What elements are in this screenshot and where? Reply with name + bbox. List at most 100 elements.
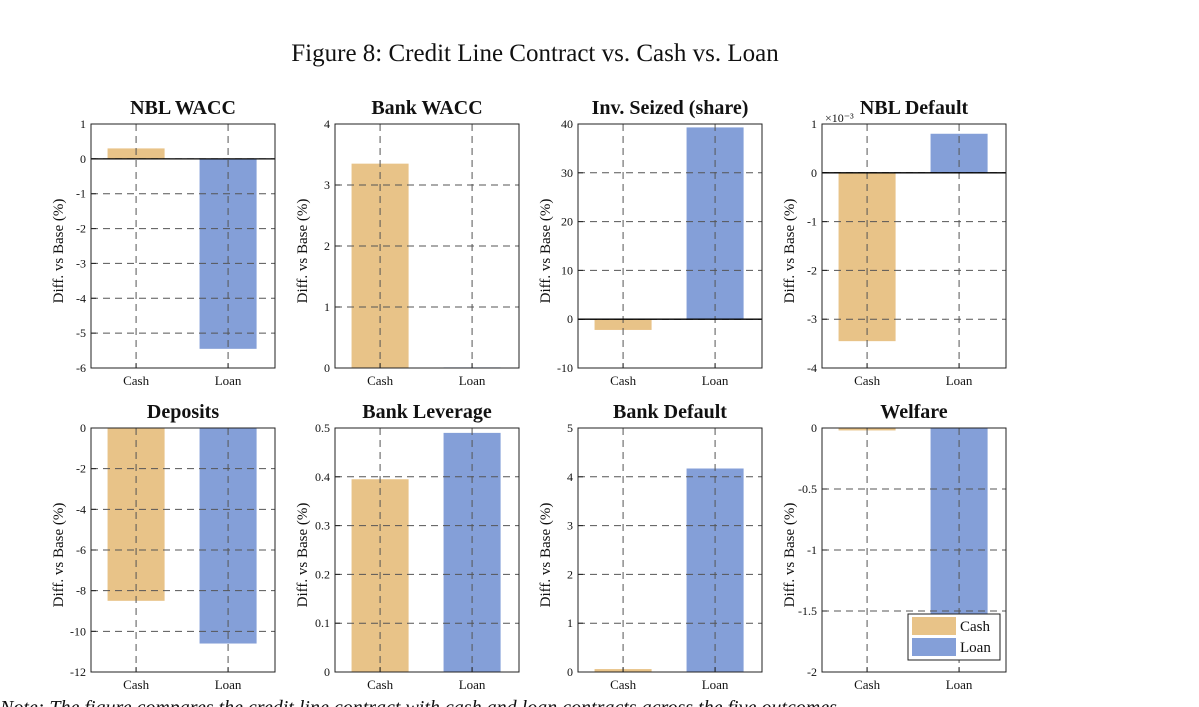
y-tick-label: 0 <box>324 665 330 679</box>
y-tick-label: 4 <box>324 117 330 131</box>
x-tick-label: Cash <box>123 373 150 388</box>
chart-panel-2: Bank WACC 0 1 2 3 4 Cash Loan Diff. vs Base (%) <box>295 97 520 388</box>
figure-title: Figure 8: Credit Line Contract vs. Cash … <box>291 40 779 67</box>
bar-loan <box>930 428 988 615</box>
chart-panel-1: NBL WACC 1 0 -1 -2 -3 -4 -5 -6 Cash Loan Diff. vs B… <box>51 97 276 388</box>
x-tick-label: Cash <box>367 373 394 388</box>
y-tick-label: 0.4 <box>315 470 330 484</box>
y-tick-label: 5 <box>567 421 573 435</box>
plot-frame <box>334 123 520 369</box>
plot-frame <box>334 427 520 673</box>
x-tick-label: Cash <box>610 677 637 692</box>
y-tick-label: 0 <box>80 421 86 435</box>
plot-frame <box>577 123 763 369</box>
y-tick-label: -10 <box>557 361 573 375</box>
y-tick-label: -4 <box>807 361 817 375</box>
bar-loan <box>686 468 744 672</box>
y-tick-label: -3 <box>807 312 817 326</box>
y-tick-label: 0 <box>80 152 86 166</box>
panel-title: Welfare <box>880 401 948 423</box>
plot-frame <box>821 427 1007 673</box>
y-tick-label: -6 <box>76 543 86 557</box>
x-tick-label: Loan <box>459 373 486 388</box>
x-tick-label: Cash <box>367 677 394 692</box>
y-tick-label: 2 <box>567 567 573 581</box>
panel-title: Inv. Seized (share) <box>592 97 749 119</box>
panel-title: NBL Default <box>860 97 969 119</box>
y-tick-label: 40 <box>561 117 573 131</box>
y-tick-label: -3 <box>76 256 86 270</box>
legend-swatch-cash <box>912 617 956 635</box>
y-axis-label: Diff. vs Base (%) <box>295 199 311 304</box>
y-tick-label: -4 <box>76 291 86 305</box>
x-tick-label: Loan <box>459 677 486 692</box>
y-tick-label: -4 <box>76 502 86 516</box>
panel-title: NBL WACC <box>130 97 236 119</box>
chart-panel-6: Bank Leverage 0 0.1 0.2 0.3 0.4 0.5 Cash Loan Dif… <box>295 401 520 692</box>
y-tick-label: 0.5 <box>315 421 330 435</box>
y-tick-label: 0 <box>567 665 573 679</box>
y-tick-label: 4 <box>567 470 573 484</box>
legend-label-cash: Cash <box>960 619 991 635</box>
x-tick-label: Loan <box>946 677 973 692</box>
legend-swatch-loan <box>912 638 956 656</box>
y-tick-label: 1 <box>324 300 330 314</box>
y-tick-label: -0.5 <box>798 482 817 496</box>
y-tick-label: -1 <box>76 187 86 201</box>
y-tick-label: 3 <box>324 178 330 192</box>
x-tick-label: Loan <box>215 373 242 388</box>
y-tick-label: 1 <box>567 616 573 630</box>
panel-title: Bank WACC <box>371 97 482 119</box>
y-tick-label: 20 <box>561 215 573 229</box>
x-tick-label: Loan <box>215 677 242 692</box>
panel-title: Deposits <box>147 401 219 423</box>
y-tick-label: -1.5 <box>798 604 817 618</box>
y-axis-label: Diff. vs Base (%) <box>782 503 798 608</box>
y-tick-label: -2 <box>807 263 817 277</box>
y-tick-label: 0 <box>324 361 330 375</box>
y-tick-label: 30 <box>561 166 573 180</box>
x-tick-label: Loan <box>702 677 729 692</box>
y-tick-label: 0 <box>567 312 573 326</box>
y-scale-multiplier: ×10⁻³ <box>825 111 854 125</box>
plot-frame <box>90 427 276 673</box>
y-tick-label: -10 <box>70 624 86 638</box>
panel-title: Bank Default <box>613 401 727 423</box>
y-tick-label: -1 <box>807 215 817 229</box>
y-axis-label: Diff. vs Base (%) <box>538 199 554 304</box>
y-tick-label: -2 <box>76 462 86 476</box>
y-tick-label: -6 <box>76 361 86 375</box>
y-axis-label: Diff. vs Base (%) <box>51 503 67 608</box>
y-tick-label: -5 <box>76 326 86 340</box>
x-tick-label: Cash <box>854 373 881 388</box>
panel-title: Bank Leverage <box>362 401 492 423</box>
x-tick-label: Loan <box>946 373 973 388</box>
y-tick-label: 1 <box>80 117 86 131</box>
legend: Cash Loan <box>907 613 1001 661</box>
y-tick-label: 2 <box>324 239 330 253</box>
y-tick-label: 0.3 <box>315 519 330 533</box>
figure-caption-fragment: Note: The figure compares the credit lin… <box>0 697 837 707</box>
y-tick-label: -1 <box>807 543 817 557</box>
y-tick-label: 0.1 <box>315 616 330 630</box>
chart-panel-8: Welfare 0 -0.5 -1 -1.5 -2 Cash Loan Diff. vs Bas… <box>782 401 1007 692</box>
plot-frame <box>90 123 276 369</box>
y-tick-label: 3 <box>567 519 573 533</box>
y-tick-label: 0.2 <box>315 567 330 581</box>
y-axis-label: Diff. vs Base (%) <box>51 199 67 304</box>
y-tick-label: -2 <box>807 665 817 679</box>
plot-frame <box>821 123 1007 369</box>
x-tick-label: Cash <box>610 373 637 388</box>
legend-label-loan: Loan <box>960 640 991 656</box>
y-axis-label: Diff. vs Base (%) <box>295 503 311 608</box>
y-axis-label: Diff. vs Base (%) <box>538 503 554 608</box>
bar-loan <box>199 428 257 644</box>
x-tick-label: Cash <box>123 677 150 692</box>
chart-panel-3: Inv. Seized (share) -10 0 10 20 30 40 Cash Loan D… <box>538 97 763 388</box>
x-tick-label: Loan <box>702 373 729 388</box>
plot-frame <box>577 427 763 673</box>
bar-cash <box>594 319 652 330</box>
y-tick-label: 0 <box>811 166 817 180</box>
y-axis-label: Diff. vs Base (%) <box>782 199 798 304</box>
